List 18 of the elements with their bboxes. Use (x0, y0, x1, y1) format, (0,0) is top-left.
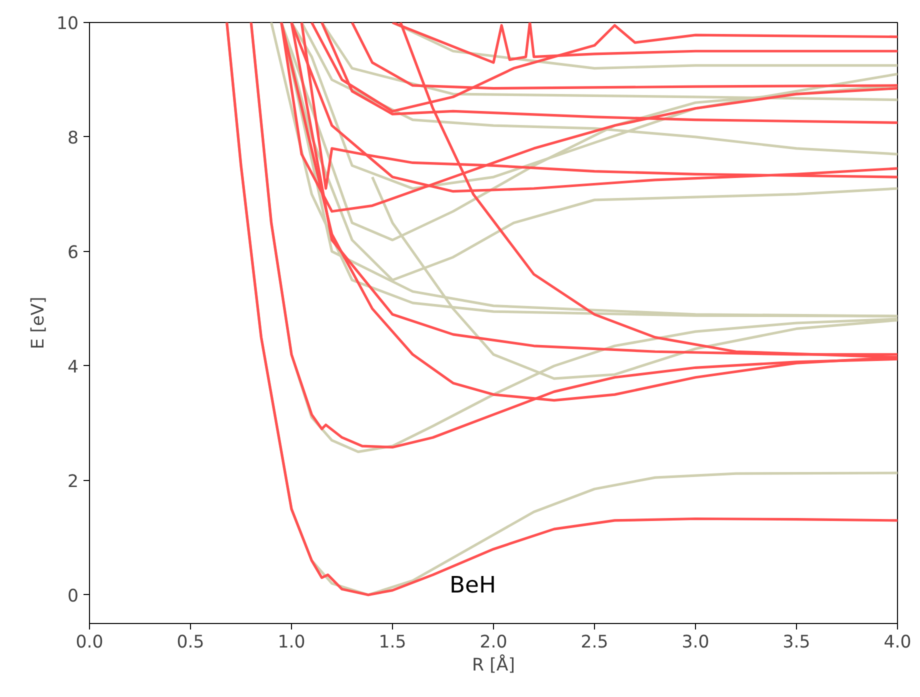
y-tick-label: 6 (67, 242, 79, 263)
x-tick-label: 1.0 (278, 632, 306, 652)
x-tick-label: 1.5 (378, 632, 406, 652)
x-tick-label: 2.5 (580, 632, 608, 652)
x-tick-label: 0.0 (76, 632, 104, 652)
x-tick-label: 3.5 (782, 632, 810, 652)
x-axis-title: R [Å] (472, 654, 515, 676)
x-tick-label: 3.0 (682, 632, 710, 652)
y-tick-label: 4 (67, 357, 79, 378)
y-tick-label: 2 (67, 472, 79, 492)
annotation: BeH (450, 572, 496, 598)
x-tick-label: 4.0 (884, 632, 912, 652)
y-tick-label: 10 (56, 14, 79, 34)
x-tick-label: 2.0 (480, 632, 508, 652)
x-tick-label: 0.5 (176, 632, 204, 652)
y-tick-label: 8 (67, 128, 79, 148)
y-tick-label: 0 (67, 586, 79, 606)
y-axis-title: E [eV] (28, 296, 48, 350)
